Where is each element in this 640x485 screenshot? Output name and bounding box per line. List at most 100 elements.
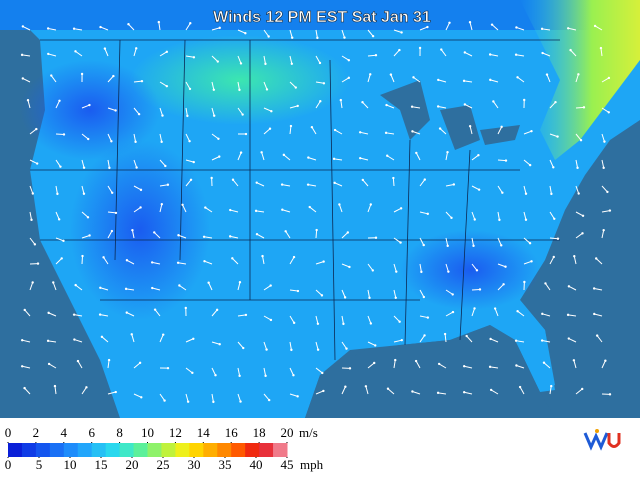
- wind-arrow-head: [101, 336, 103, 338]
- color-swatch: [8, 443, 22, 457]
- wind-arrow-head: [309, 206, 311, 208]
- wind-arrow-head: [400, 31, 402, 33]
- wind-arrow-head: [166, 51, 168, 53]
- wind-arrow-head: [319, 62, 321, 64]
- wind-arrow-head: [126, 311, 128, 313]
- wind-arrow-head: [108, 167, 110, 169]
- wind-arrow-head: [181, 204, 183, 206]
- wind-arrow-head: [167, 184, 169, 186]
- wind-arrow-head: [269, 284, 271, 286]
- wind-arrow-head: [284, 230, 286, 232]
- color-swatch: [36, 443, 50, 457]
- wind-arrow-head: [160, 141, 162, 143]
- wind-arrow-head: [48, 363, 50, 365]
- wind-arrow-head: [411, 130, 413, 132]
- wind-arrow-head: [193, 161, 195, 163]
- wind-arrow-head: [343, 36, 345, 38]
- color-swatch: [78, 443, 92, 457]
- wind-arrow-head: [437, 105, 439, 107]
- wind-arrow-head: [361, 101, 363, 103]
- wind-arrow-head: [88, 234, 90, 236]
- ms-tick-label: 4: [61, 425, 68, 440]
- wind-arrow-head: [290, 349, 292, 351]
- wind-arrow-head: [293, 322, 295, 324]
- color-swatch: [175, 443, 189, 457]
- wind-arrow-head: [213, 89, 215, 91]
- wind-arrow-head: [104, 47, 106, 49]
- wind-arrow-head: [447, 270, 449, 272]
- wind-arrow-head: [476, 269, 478, 271]
- wind-arrow-head: [34, 243, 36, 245]
- wind-arrow-head: [164, 165, 166, 167]
- wind-arrow-head: [85, 386, 87, 388]
- wind-arrow-head: [390, 73, 392, 75]
- wind-arrow-head: [161, 114, 163, 116]
- wind-arrow-head: [529, 242, 531, 244]
- wind-arrow-head: [395, 297, 397, 299]
- wind-arrow-head: [291, 63, 293, 65]
- wind-arrow-head: [365, 385, 367, 387]
- wind-arrow-head: [73, 338, 75, 340]
- wind-arrow-head: [102, 256, 104, 258]
- wind-arrow-head: [348, 77, 350, 79]
- wind-arrow-head: [239, 281, 241, 283]
- wind-arrow-head: [529, 164, 531, 166]
- wind-arrow-head: [473, 307, 475, 309]
- wind-arrow-head: [238, 89, 240, 91]
- wind-arrow-head: [293, 256, 295, 258]
- wind-arrow-head: [412, 76, 414, 78]
- wind-arrow-head: [316, 37, 318, 39]
- wind-arrow-head: [494, 307, 496, 309]
- wind-arrow-head: [134, 141, 136, 143]
- wind-arrow-head: [489, 53, 491, 55]
- wind-arrow-head: [348, 266, 350, 268]
- wind-arrow-head: [446, 151, 448, 153]
- wind-arrow-head: [469, 125, 471, 127]
- wind-arrow-head: [203, 260, 205, 262]
- wind-arrow-head: [519, 386, 521, 388]
- wind-arrow-head: [37, 262, 39, 264]
- wind-arrow-head: [550, 385, 552, 387]
- wind-arrow-head: [596, 334, 598, 336]
- color-swatch: [273, 443, 287, 457]
- wind-arrow-head: [362, 179, 364, 181]
- wind-arrow-head: [62, 240, 64, 242]
- wind-arrow-head: [400, 207, 402, 209]
- wind-arrow-head: [83, 167, 85, 169]
- wind-arrow-head: [523, 281, 525, 283]
- wind-arrow-head: [177, 262, 179, 264]
- ms-tick-label: 18: [253, 425, 266, 440]
- wind-arrow-head: [36, 162, 38, 164]
- wind-arrow-head: [232, 179, 234, 181]
- wind-arrow-head: [387, 388, 389, 390]
- wind-arrow-head: [264, 375, 266, 377]
- wind-arrow-head: [135, 47, 137, 49]
- wind-arrow-head: [297, 105, 299, 107]
- wind-arrow-head: [315, 229, 317, 231]
- wind-arrow-head: [602, 167, 604, 169]
- wind-arrow-head: [427, 316, 429, 318]
- wind-arrow-head: [77, 360, 79, 362]
- mph-tick-label: 45: [281, 457, 294, 472]
- wind-arrow-head: [323, 82, 325, 84]
- color-swatch: [50, 443, 64, 457]
- wind-arrow-head: [291, 36, 293, 38]
- wind-arrow-head: [515, 26, 517, 28]
- wind-arrow-head: [178, 284, 180, 286]
- wind-arrow-head: [186, 115, 188, 117]
- wind-arrow-head: [151, 261, 153, 263]
- wind-arrow-head: [151, 287, 153, 289]
- wind-arrow-head: [281, 183, 283, 185]
- wind-arrow-head: [83, 193, 85, 195]
- wind-arrow: [576, 107, 584, 108]
- wind-arrow-head: [244, 32, 246, 34]
- wind-arrow-head: [242, 347, 244, 349]
- mph-tick-label: 0: [5, 457, 12, 472]
- wind-arrow-head: [415, 152, 417, 154]
- wind-arrow-head: [59, 165, 61, 167]
- wind-arrow-head: [453, 183, 455, 185]
- wind-arrow-head: [187, 401, 189, 403]
- ms-tick-label: 12: [169, 425, 182, 440]
- wind-arrow-head: [283, 154, 285, 156]
